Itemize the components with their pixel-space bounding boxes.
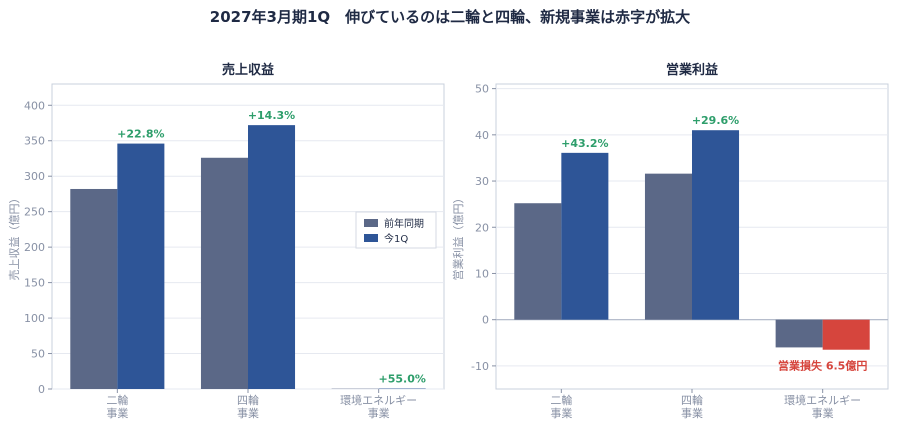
panel-1-bar-curr-2 [248,125,296,390]
panel-2-x-tick-label-line2: 事業 [812,407,834,420]
panel-1-y-axis-label: 売上収益（億円） [7,193,21,281]
panel-1-y-tick-label: 150 [24,277,45,290]
panel-1-growth-label-1: +22.8% [117,128,164,141]
panel-1-x-tick-label-line2: 事業 [368,407,390,420]
panel-2-title: 営業利益 [666,62,718,78]
panel-2-y-tick-label: 0 [482,314,489,327]
panel-2-bar-prev-1 [514,203,562,320]
panel-1-y-tick-label: 250 [24,206,45,219]
panel-1-growth-label-3: +55.0% [378,373,425,386]
panel-1-legend-label-1: 前年同期 [384,217,424,230]
panel-1-y-tick-label: 50 [31,348,45,361]
panel-2-loss-label: 営業損失 6.5億円 [778,359,867,373]
panel-2-y-axis-label: 営業利益（億円） [451,193,465,281]
panel-1-x-tick-label-line2: 事業 [106,407,128,420]
panel-1-legend-swatch-1 [364,219,378,227]
panel-1-y-tick-label: 400 [24,99,45,112]
panel-1-x-tick-label-line1: 四輪 [237,393,259,407]
panel-1-y-tick-label: 100 [24,312,45,325]
panel-2-growth-label-2: +29.6% [692,114,739,127]
panel-2-x-tick-label-line2: 事業 [681,407,703,420]
figure-title: 2027年3月期1Q 伸びているのは二輪と四輪、新規事業は赤字が拡大 [209,8,691,26]
panel-1-x-tick-label-line1: 二輪 [106,393,128,407]
panel-2-bar-curr-2 [692,130,740,320]
panel-2-y-tick-label: -10 [471,360,489,373]
panel-1-x-tick-label-line1: 環境エネルギー [340,393,417,407]
panel-1-bar-prev-1 [70,188,118,389]
panel-2-bar-prev-2 [644,173,692,320]
panel-1-growth-label-2: +14.3% [248,109,295,122]
panel-1-x-tick-label-line2: 事業 [237,407,259,420]
panel-2-bar-prev-3 [775,319,823,348]
panel-1-y-tick-label: 300 [24,170,45,183]
panel-2-y-tick-label: 20 [475,221,489,234]
panel-2-x-tick-label-line2: 事業 [550,407,572,420]
panel-1-bar-curr-1 [117,143,165,389]
panel-2-bar-curr-1 [561,152,609,320]
panel-1-y-tick-label: 350 [24,135,45,148]
panel-1-y-tick-label: 200 [24,241,45,254]
panel-2-x-tick-label-line1: 環境エネルギー [784,393,861,407]
panel-1-y-tick-label: 0 [38,383,45,396]
panel-2-y-tick-label: 10 [475,267,489,280]
panel-1-legend-label-2: 今1Q [384,232,408,245]
panel-2-y-tick-label: 40 [475,129,489,142]
panel-1-legend-box [355,211,437,249]
panel-1-title: 売上収益 [222,62,274,78]
panel-2-bar-curr-3 [822,319,870,350]
panel-2-y-tick-label: 50 [475,83,489,96]
panel-2-x-tick-label-line1: 四輪 [681,393,703,407]
panel-2-y-tick-label: 30 [475,175,489,188]
panel-1-bar-prev-2 [200,157,248,389]
panel-2-x-tick-label-line1: 二輪 [550,393,572,407]
panel-1-legend-swatch-2 [364,234,378,242]
panel-2-growth-label-1: +43.2% [561,137,608,150]
